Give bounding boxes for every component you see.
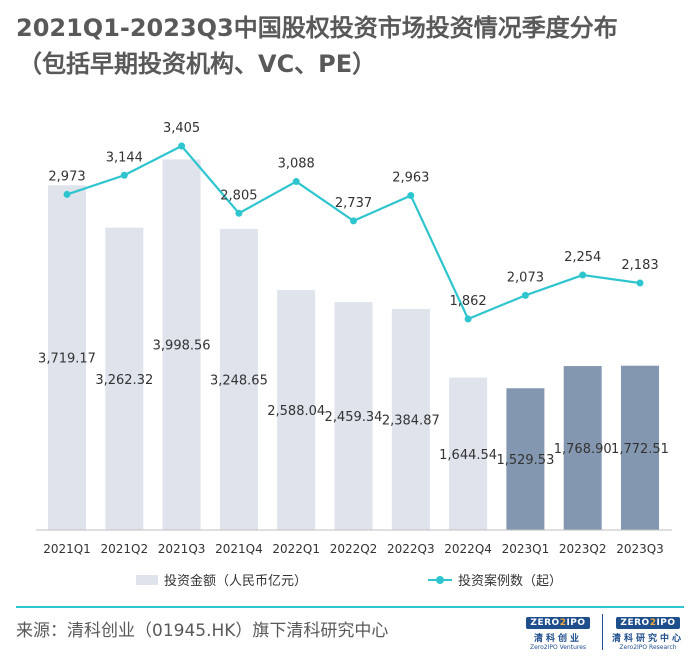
bar-value-label: 3,998.56	[153, 339, 211, 354]
count-point-2021Q2	[120, 171, 128, 179]
bar-2022Q2	[334, 302, 373, 530]
legend-label-count: 投资案例数（起）	[458, 574, 563, 589]
x-tick-label: 2021Q4	[215, 542, 263, 556]
count-point-2023Q2	[579, 271, 587, 279]
x-tick-label: 2022Q1	[272, 542, 320, 556]
count-value-label: 3,144	[106, 150, 143, 165]
bar-2023Q3	[621, 365, 659, 530]
chart-area: 3,719.17 3,262.32 3,998.56 3,248.65 2,588.04…	[36, 121, 672, 556]
x-tick-label: 2023Q3	[616, 542, 664, 556]
logo-cn-text: 清科研究中心	[611, 634, 684, 644]
count-value-label: 2,254	[564, 250, 601, 265]
bar-2021Q3	[162, 159, 201, 531]
chart-title: 2021Q1-2023Q3中国股权投资市场投资情况季度分布 （包括早期投资机构、…	[16, 10, 686, 82]
source-note: 来源：清科创业（01945.HK）旗下清科研究中心	[16, 621, 389, 641]
legend: 投资金额（人民币亿元） 投资案例数（起）	[0, 570, 700, 594]
x-tick-label: 2023Q2	[559, 542, 607, 556]
x-tick-label: 2022Q2	[330, 542, 378, 556]
x-tick-label: 2022Q4	[444, 542, 492, 556]
bar-value-label: 1,772.51	[611, 442, 669, 457]
count-value-label: 1,862	[449, 294, 486, 309]
count-value-label: 3,088	[278, 157, 315, 172]
bar-value-label: 3,262.32	[95, 373, 153, 388]
count-line	[66, 144, 641, 321]
x-tick-label: 2022Q3	[387, 542, 435, 556]
logo-en-text: Zero2IPO Research	[619, 644, 677, 651]
legend-bar-swatch	[136, 574, 158, 585]
bar-value-label: 2,588.04	[267, 404, 325, 419]
bar-value-label: 1,644.54	[439, 448, 497, 463]
bar-2023Q2	[563, 366, 602, 530]
count-point-2021Q4	[235, 209, 243, 217]
logos: ZERO2IPO 清科创业 Zero2IPO Ventures ZERO2IPO…	[518, 610, 688, 656]
legend-line-swatch	[428, 575, 452, 585]
count-point-2022Q3	[407, 192, 415, 200]
bar-2022Q3	[391, 308, 430, 530]
bar-value-label: 3,248.65	[210, 373, 268, 388]
logo-separator	[602, 614, 603, 650]
zero2ipo-research-logo: ZERO2IPO 清科研究中心 Zero2IPO Research	[608, 610, 688, 656]
bar-2022Q4	[449, 377, 488, 530]
count-point-2023Q1	[521, 291, 529, 299]
x-tick-label: 2023Q1	[502, 542, 550, 556]
logo-mark: ZERO2IPO	[526, 617, 590, 629]
title-line-1: 2021Q1-2023Q3中国股权投资市场投资情况季度分布	[16, 14, 618, 42]
count-point-2022Q4	[464, 315, 472, 323]
count-value-label: 2,073	[507, 270, 544, 285]
count-point-2022Q1	[292, 178, 300, 186]
bar-value-label: 2,384.87	[382, 413, 440, 428]
x-tick-label: 2021Q1	[43, 542, 91, 556]
bar-2022Q1	[277, 290, 316, 530]
bar-value-label: 1,529.53	[496, 453, 554, 468]
count-point-2021Q1	[63, 190, 71, 198]
logo-en-text: Zero2IPO Ventures	[529, 644, 587, 651]
footer-divider	[16, 606, 684, 608]
count-value-label: 2,973	[48, 169, 85, 184]
x-tick-label: 2021Q2	[100, 542, 148, 556]
count-value-label: 3,405	[163, 121, 200, 136]
bar-value-label: 3,719.17	[38, 352, 96, 367]
bar-value-label: 1,768.90	[554, 442, 612, 457]
count-point-2022Q2	[350, 217, 357, 225]
bar-2021Q2	[105, 227, 144, 530]
count-value-label: 2,737	[335, 196, 372, 211]
bar-2023Q1	[506, 388, 545, 530]
logo-mark: ZERO2IPO	[616, 617, 680, 629]
bar-2021Q1	[48, 185, 86, 530]
count-value-label: 2,805	[220, 188, 257, 203]
title-line-2: （包括早期投资机构、VC、PE）	[18, 50, 377, 78]
zero2ipo-ventures-logo: ZERO2IPO 清科创业 Zero2IPO Ventures	[518, 610, 598, 656]
logo-cn-text: 清科创业	[533, 634, 582, 644]
bar-2021Q4	[219, 228, 258, 530]
legend-item-count: 投资案例数（起）	[428, 570, 562, 589]
legend-item-amount: 投资金额（人民币亿元）	[136, 570, 307, 589]
count-point-2023Q3	[636, 279, 644, 287]
count-point-2021Q3	[178, 142, 186, 150]
legend-label-amount: 投资金额（人民币亿元）	[164, 574, 308, 589]
count-value-label: 2,963	[392, 171, 429, 186]
count-value-label: 2,183	[621, 258, 658, 273]
bar-value-label: 2,459.34	[325, 410, 383, 425]
x-tick-label: 2021Q3	[158, 542, 206, 556]
